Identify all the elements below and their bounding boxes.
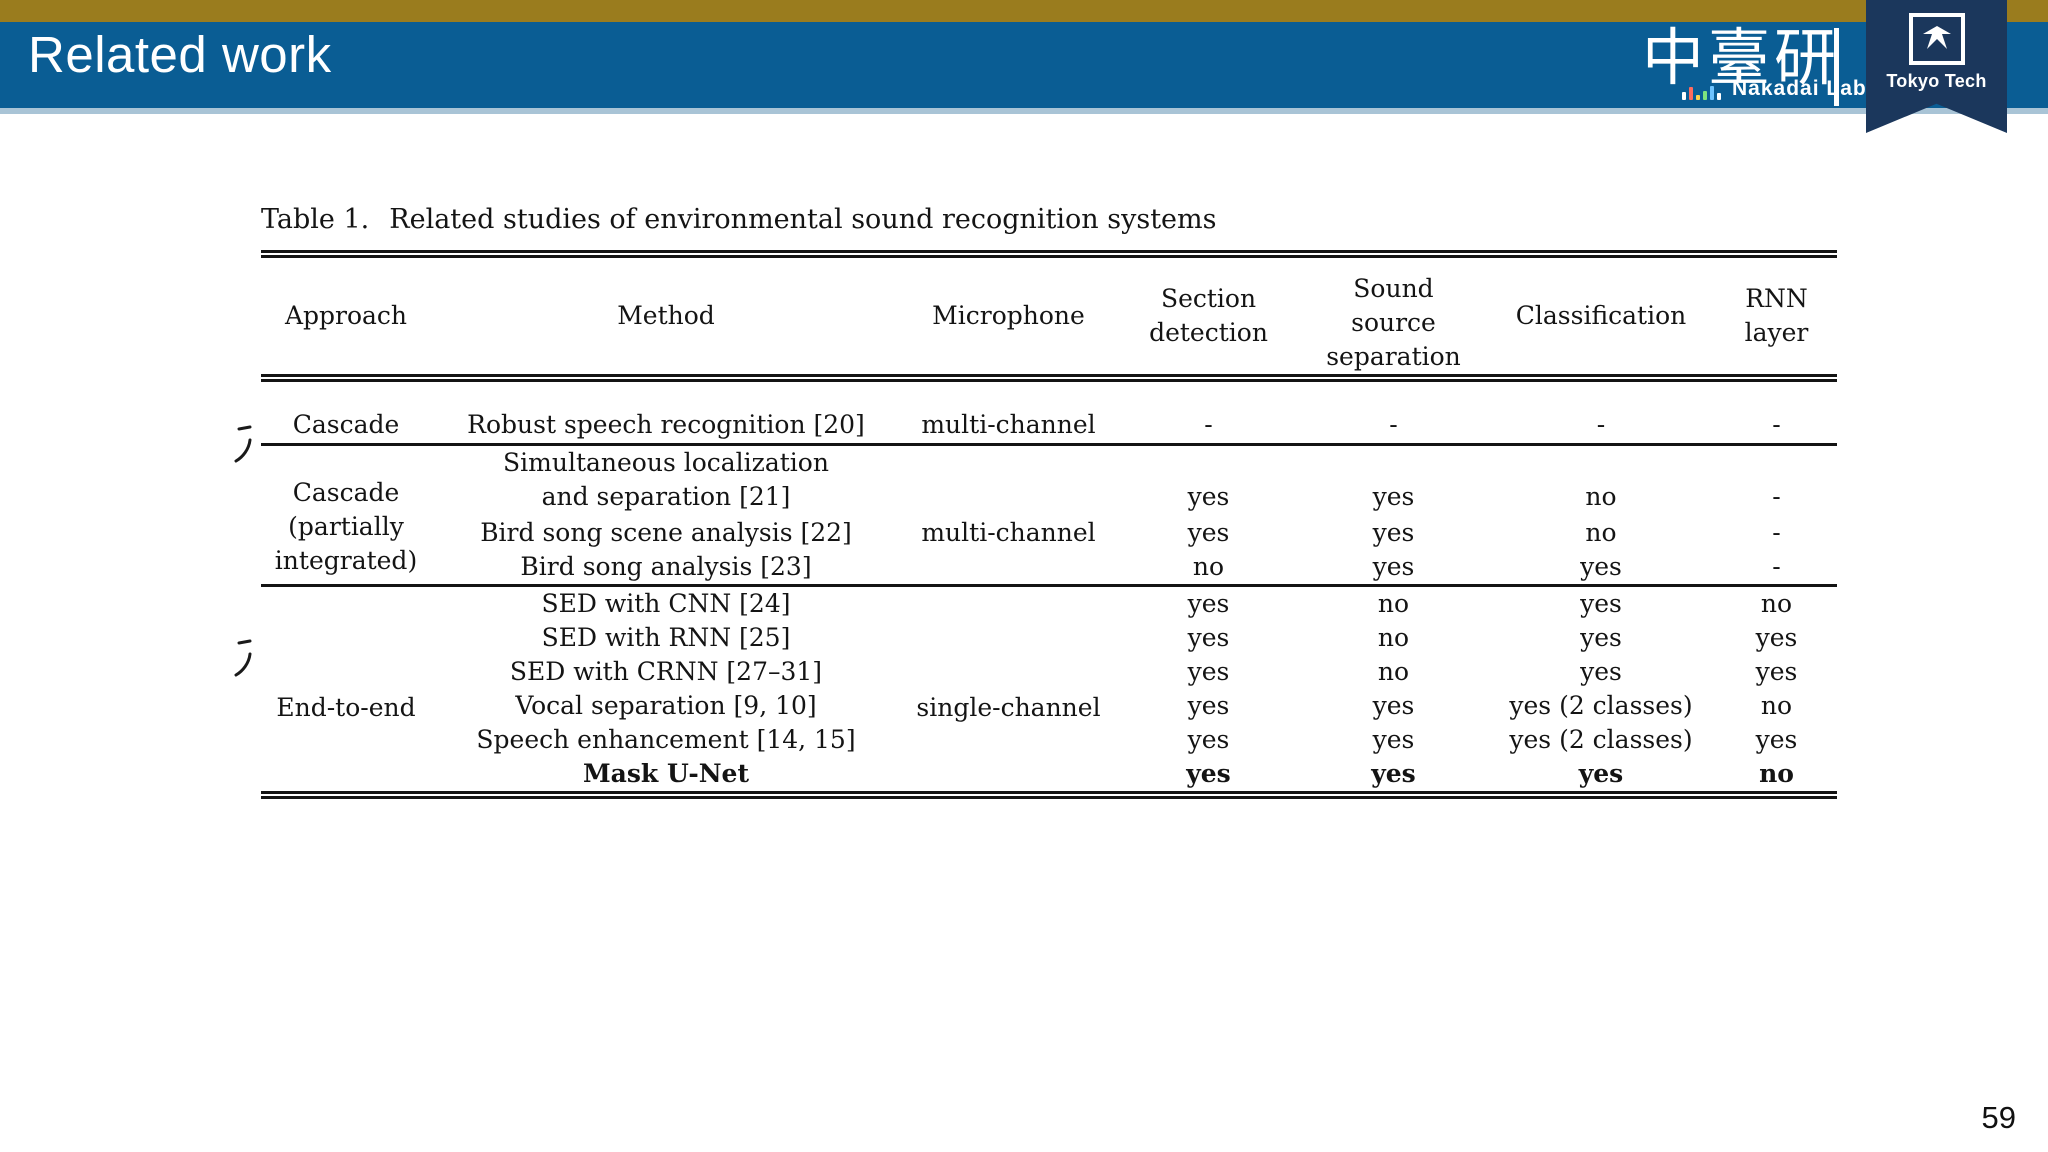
value-cell: no — [1486, 442, 1716, 516]
col-header-microphone: Microphone — [901, 254, 1116, 382]
table-caption-label: Table 1. — [261, 204, 370, 235]
value-cell: yes — [1371, 758, 1416, 788]
value-cell: no — [1716, 583, 1837, 621]
value-cell: yes — [1187, 517, 1230, 547]
table-row: SED with RNN [25] yes no yes yes — [261, 621, 1837, 655]
value-cell: - — [1204, 410, 1213, 440]
table-caption-text: Related studies of environmental sound r… — [389, 204, 1217, 235]
nakadai-lab-wordmark: Nakadai Lab. — [1682, 78, 1874, 100]
table-row: Cascade (partially integrated) Simultane… — [261, 442, 1837, 585]
method-cell: Speech enhancement [14, 15] — [476, 724, 856, 754]
value-cell: yes — [1301, 442, 1486, 516]
approach-cell: Cascade (partially integrated) — [261, 442, 431, 585]
method-cell: Simultaneous localization and separation… — [431, 442, 901, 516]
tokyo-tech-banner: Tokyo Tech — [1866, 0, 2007, 133]
value-cell: no — [1377, 622, 1410, 652]
tokyo-tech-swallow-icon — [1922, 26, 1951, 49]
method-cell: SED with RNN [25] — [541, 622, 791, 652]
tokyo-tech-logo-frame — [1908, 13, 1965, 65]
value-cell: yes — [1372, 517, 1415, 547]
value-cell: no — [1585, 517, 1617, 547]
value-cell: yes — [1580, 622, 1622, 652]
table-row: Bird song analysis [23] no yes yes - — [261, 550, 1837, 586]
method-cell: Bird song scene analysis [22] — [480, 517, 852, 547]
method-cell: Bird song analysis [23] — [520, 551, 812, 581]
page-number: 59 — [1981, 1100, 2016, 1135]
method-cell: Vocal separation [9, 10] — [515, 690, 817, 720]
microphone-cell: multi-channel — [921, 410, 1096, 440]
table-row: SED with CRNN [27–31] yes no yes yes — [261, 655, 1837, 689]
value-cell: yes (2 classes) — [1509, 690, 1693, 720]
value-cell: yes — [1187, 622, 1230, 652]
table-caption: Table 1. Related studies of environmental… — [261, 204, 1217, 235]
nakadai-lab-label: Nakadai Lab. — [1732, 77, 1874, 100]
value-cell: yes — [1580, 551, 1622, 581]
table-row: Vocal separation [9, 10] yes yes yes (2 … — [261, 689, 1837, 723]
table-row: Bird song scene analysis [22] yes yes no… — [261, 516, 1837, 550]
col-header-rnn-layer: RNN layer — [1716, 254, 1837, 382]
value-cell: - — [1772, 517, 1781, 547]
col-header-approach: Approach — [261, 254, 431, 382]
value-cell: no — [1760, 690, 1793, 720]
tokyo-tech-label: Tokyo Tech — [1886, 71, 1987, 91]
title-bar-edge — [0, 108, 2048, 114]
nakadai-logo-stroke — [1834, 28, 1839, 106]
method-cell: SED with CNN [24] — [431, 583, 901, 621]
value-cell: no — [1377, 656, 1410, 686]
method-cell: SED with CRNN [27–31] — [509, 656, 823, 686]
page-title: Related work — [28, 26, 332, 83]
value-cell: - — [1772, 410, 1781, 440]
col-header-sound-source-separation: Sound source separation — [1301, 254, 1486, 382]
value-cell: yes — [1580, 656, 1622, 686]
value-cell: yes — [1578, 758, 1624, 788]
col-header-method: Method — [431, 254, 901, 382]
table-row: End-to-end SED with CNN [24] single-chan… — [261, 583, 1837, 795]
microphone-cell: single-channel — [901, 583, 1116, 795]
value-cell: - — [1772, 551, 1781, 581]
value-cell: - — [1389, 410, 1398, 440]
table-row: Cascade Robust speech recognition [20] m… — [261, 378, 1837, 444]
table-row: Speech enhancement [14, 15] yes yes yes … — [261, 723, 1837, 757]
value-cell: yes (2 classes) — [1509, 724, 1693, 754]
value-cell: - — [1716, 442, 1837, 516]
value-cell: yes — [1116, 442, 1301, 516]
method-cell: Mask U-Net — [582, 758, 749, 788]
microphone-cell: multi-channel — [901, 442, 1116, 585]
col-header-classification: Classification — [1486, 254, 1716, 382]
value-cell: yes — [1755, 656, 1798, 686]
table-row-mask-unet: Mask U-Net yes yes yes no — [261, 757, 1837, 795]
value-cell: yes — [1372, 551, 1415, 581]
related-studies-table: Approach Method Microphone Section detec… — [261, 250, 1837, 799]
col-header-section-detection: Section detection — [1116, 254, 1301, 382]
approach-cell: End-to-end — [261, 583, 431, 795]
nakadai-lab-logo: 中臺研 — [1642, 24, 1841, 93]
method-cell: Robust speech recognition [20] — [467, 410, 865, 440]
value-cell: no — [1301, 583, 1486, 621]
value-cell: yes — [1755, 622, 1798, 652]
value-cell: yes — [1486, 583, 1716, 621]
value-cell: yes — [1187, 656, 1230, 686]
value-cell: no — [1192, 551, 1225, 581]
value-cell: yes — [1755, 724, 1798, 754]
value-cell: - — [1596, 410, 1606, 440]
table-header-row: Approach Method Microphone Section detec… — [261, 254, 1837, 382]
gold-stripe — [0, 0, 2048, 22]
value-cell: yes — [1187, 690, 1230, 720]
value-cell: yes — [1372, 724, 1415, 754]
value-cell: yes — [1187, 724, 1230, 754]
equalizer-icon — [1682, 86, 1724, 100]
annotation-mark — [232, 420, 254, 466]
annotation-mark — [232, 634, 254, 680]
approach-cell: Cascade — [292, 410, 400, 440]
value-cell: yes — [1372, 690, 1415, 720]
value-cell: no — [1759, 758, 1794, 788]
value-cell: yes — [1186, 758, 1231, 788]
value-cell: yes — [1116, 583, 1301, 621]
